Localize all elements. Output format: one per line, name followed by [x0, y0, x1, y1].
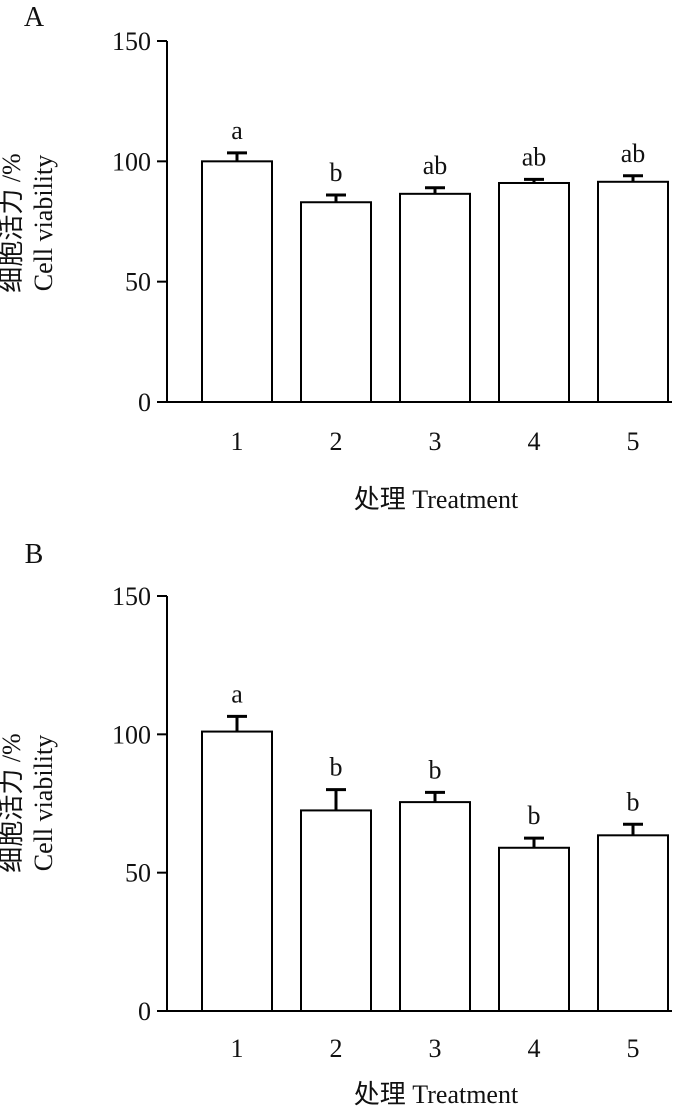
y-tick-label: 50 [125, 859, 151, 888]
panel-label: B [25, 539, 44, 570]
significance-label: b [627, 787, 640, 816]
y-tick-label: 100 [112, 147, 151, 176]
significance-label: ab [621, 139, 646, 168]
y-tick-label: 100 [112, 720, 151, 749]
chart-panel-b: B 细胞活力 /% Cell viability 处理 Treatment 0 5… [0, 539, 672, 1109]
x-tick-label: 5 [627, 427, 640, 456]
significance-label: a [231, 679, 243, 708]
plot-area: 0 50 100 150 a 1 b 2 ab 3 ab 4 ab 5 [112, 27, 672, 456]
y-axis-title-chinese: 细胞活力 /% [0, 153, 26, 292]
panel-label: A [24, 2, 45, 33]
chart-panel-a: A 细胞活力 /% Cell viability 处理 Treatment 0 5… [0, 2, 672, 514]
x-tick-label: 2 [330, 1034, 343, 1063]
y-axis-title-chinese: 细胞活力 /% [0, 733, 26, 872]
bar [597, 834, 669, 1012]
y-tick-label: 0 [138, 388, 151, 417]
bar [399, 192, 471, 403]
y-tick-label: 50 [125, 268, 151, 297]
x-tick-label: 1 [231, 1034, 244, 1063]
significance-label: b [330, 158, 343, 187]
significance-label: b [429, 755, 442, 784]
bar [597, 180, 669, 403]
y-tick-label: 0 [138, 997, 151, 1026]
bar [498, 846, 570, 1012]
x-axis-title: 处理 Treatment [354, 485, 519, 514]
bar [201, 730, 273, 1012]
significance-label: ab [522, 142, 547, 171]
y-tick-label: 150 [112, 27, 151, 56]
x-tick-label: 4 [528, 427, 541, 456]
bar [498, 181, 570, 403]
y-tick-label: 150 [112, 582, 151, 611]
x-tick-label: 4 [528, 1034, 541, 1063]
significance-label: a [231, 116, 243, 145]
plot-area: 0 50 100 150 a 1 b 2 b 3 b 4 b 5 [112, 582, 672, 1063]
bar [300, 201, 372, 403]
x-tick-label: 5 [627, 1034, 640, 1063]
bar [300, 809, 372, 1013]
y-axis-title-english: Cell viability [29, 155, 58, 292]
significance-label: b [330, 753, 343, 782]
significance-label: ab [423, 151, 448, 180]
x-tick-label: 3 [429, 1034, 442, 1063]
y-axis-title-english: Cell viability [29, 735, 58, 872]
x-axis-title: 处理 Treatment [354, 1080, 519, 1109]
x-tick-label: 3 [429, 427, 442, 456]
x-tick-label: 2 [330, 427, 343, 456]
significance-label: b [528, 801, 541, 830]
bar [399, 801, 471, 1012]
x-tick-label: 1 [231, 427, 244, 456]
bar [201, 160, 273, 403]
